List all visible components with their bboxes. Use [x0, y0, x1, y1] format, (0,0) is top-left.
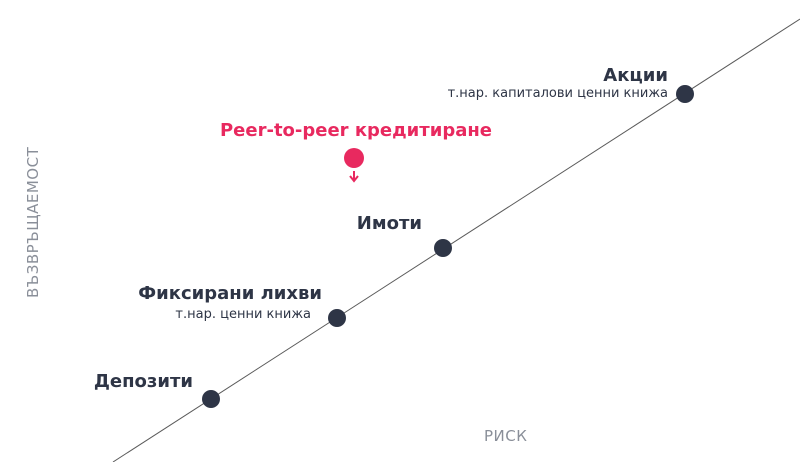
deposits-point: [202, 390, 220, 408]
fixed-income-point: [328, 309, 346, 327]
real-estate-title: Имоти: [357, 213, 422, 234]
stocks-title: Акции: [603, 65, 668, 86]
deposits-title: Депозити: [94, 371, 193, 392]
p2p-lending-point: [344, 148, 364, 168]
p2p-lending-title: Peer-to-peer кредитиране: [220, 120, 492, 141]
y-axis-label: ВЪЗВРЪЩАЕМОСТ: [24, 146, 42, 298]
down-arrow-icon: [349, 171, 359, 183]
x-axis-label: РИСК: [484, 427, 527, 445]
fixed-income-title: Фиксирани лихви: [138, 283, 322, 304]
stocks-point: [676, 85, 694, 103]
stocks-subtitle: т.нар. капиталови ценни книжа: [448, 86, 668, 101]
real-estate-point: [434, 239, 452, 257]
fixed-income-subtitle: т.нар. ценни книжа: [175, 307, 311, 322]
